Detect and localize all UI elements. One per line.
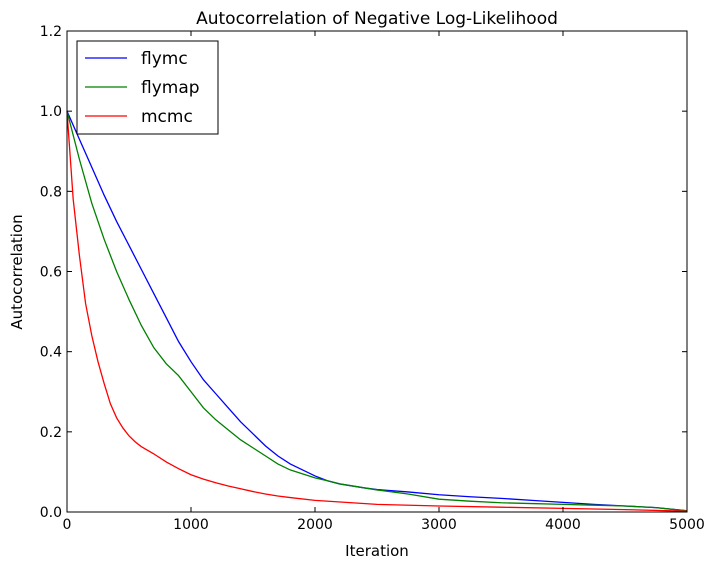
legend-label-flymap: flymap [141,78,200,98]
x-tick-label: 3000 [421,517,457,533]
y-axis-label: Autocorrelation [8,214,26,329]
y-tick-label: 0.2 [40,425,62,441]
x-tick-label: 0 [63,517,72,533]
series-line-mcmc [66,111,688,512]
x-axis-ticks: 0 1000 2000 3000 4000 5000 [63,31,705,533]
plot-lines [66,110,688,512]
y-tick-label: 0.0 [40,505,62,521]
series-line-flymap [66,111,688,512]
y-axis-ticks: 0.0 0.2 0.4 0.6 0.8 1.0 1.2 [40,24,687,521]
y-tick-label: 1.0 [40,104,62,120]
chart-title: Autocorrelation of Negative Log-Likeliho… [196,9,558,29]
series-line-flymc [66,110,688,512]
x-tick-label: 2000 [297,517,333,533]
legend-label-mcmc: mcmc [141,107,193,127]
legend: flymc flymap mcmc [76,40,219,135]
x-tick-label: 1000 [173,517,209,533]
y-tick-label: 0.6 [40,265,62,281]
x-tick-label: 5000 [669,517,705,533]
y-tick-label: 0.4 [40,345,62,361]
x-axis-label: Iteration [345,542,409,560]
legend-label-flymc: flymc [141,49,188,69]
y-tick-label: 1.2 [40,24,62,40]
x-tick-label: 4000 [545,517,581,533]
y-tick-label: 0.8 [40,184,62,200]
